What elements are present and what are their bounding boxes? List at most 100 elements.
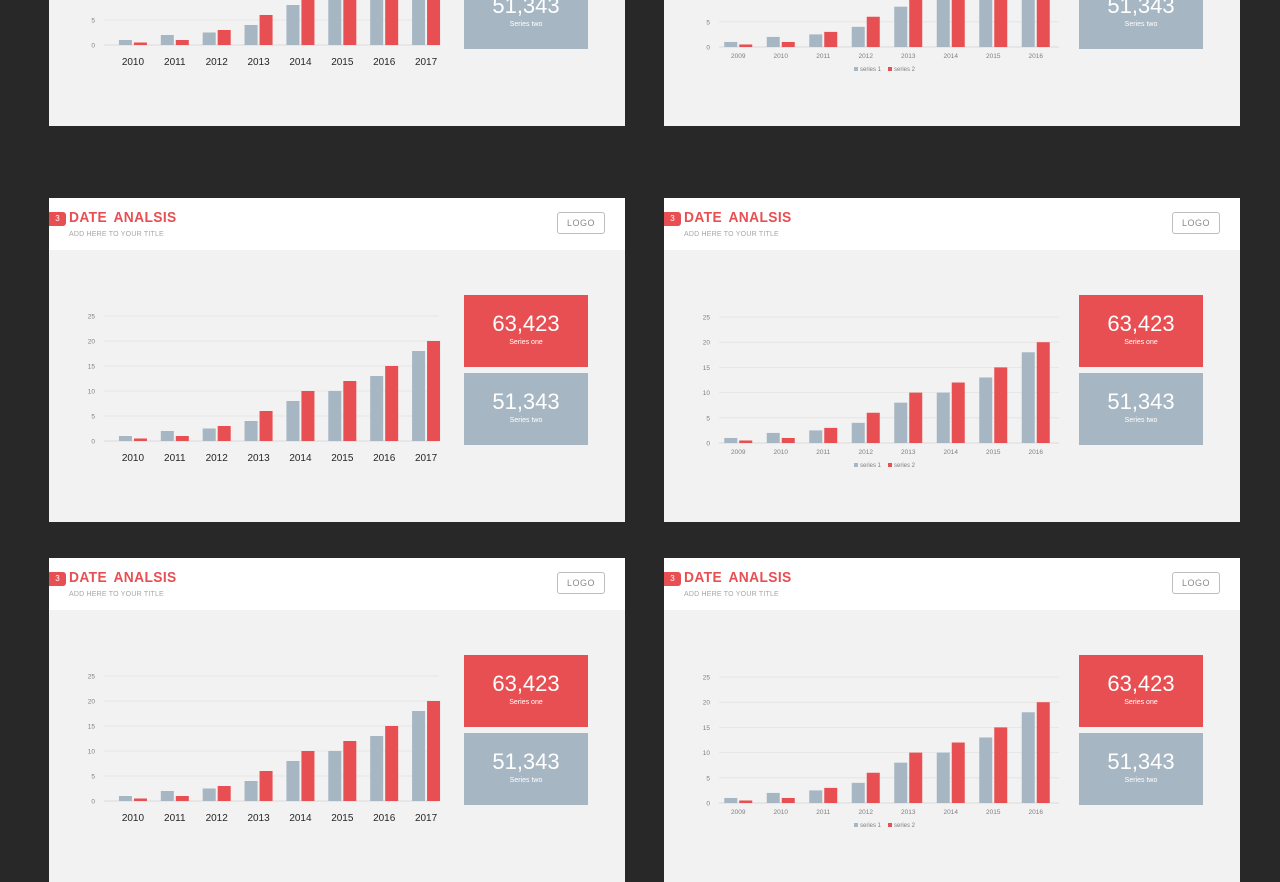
stat-value: 63,423 <box>492 671 560 696</box>
bar-series-2-2011 <box>175 436 189 441</box>
y-tick-label: 0 <box>706 45 710 52</box>
bar-series-2-2015 <box>343 741 357 801</box>
legend-label: series 2 <box>894 463 916 469</box>
bar-series-2-2013 <box>259 411 273 441</box>
x-tick-label: 2014 <box>289 453 312 464</box>
bar-chart: 0510152025200920102011201220132014201520… <box>703 0 1059 73</box>
y-tick-label: 5 <box>91 18 95 25</box>
bar-series-2-2011 <box>824 427 838 443</box>
stat-card-series-two: 51,343 Series two <box>1079 373 1203 445</box>
x-tick-label: 2013 <box>247 813 270 824</box>
x-tick-label: 2015 <box>986 53 1001 60</box>
bar-series-1-2011 <box>809 790 823 803</box>
bar-series-2-2015 <box>994 0 1008 47</box>
stat-value: 63,423 <box>492 311 560 336</box>
x-tick-label: 2011 <box>164 813 186 824</box>
bar-series-1-2014 <box>936 752 950 803</box>
slide-thumbnail[interactable]: 3 DATE ANALSIS ADD HERE TO YOUR TITLE LO… <box>49 558 625 882</box>
legend-label: series 1 <box>860 67 882 73</box>
slide-thumbnail[interactable]: 3 DATE ANALSIS ADD HERE TO YOUR TITLE LO… <box>664 198 1240 522</box>
x-tick-label: 2015 <box>331 57 354 68</box>
stat-value: 51,343 <box>492 0 560 18</box>
slide-header: 3 DATE ANALSIS ADD HERE TO YOUR TITLE LO… <box>664 198 1240 250</box>
bar-series-2-2010 <box>133 798 147 801</box>
bar-series-2-2014 <box>951 0 965 47</box>
slide-subtitle: ADD HERE TO YOUR TITLE <box>69 231 164 238</box>
bar-series-2-2011 <box>175 796 189 801</box>
y-tick-label: 20 <box>703 340 711 347</box>
bar-series-1-2016 <box>370 376 384 441</box>
stat-card-series-one: 63,423 Series one <box>464 655 588 727</box>
bar-series-2-2011 <box>824 31 838 47</box>
bar-series-2-2009 <box>739 44 753 47</box>
x-tick-label: 2012 <box>206 813 229 824</box>
bar-series-1-2015 <box>979 737 993 803</box>
slide-title: DATE ANALSIS <box>684 209 792 226</box>
y-tick-label: 5 <box>91 774 95 781</box>
bar-series-2-2016 <box>385 366 399 441</box>
bar-series-2-2011 <box>824 787 838 803</box>
x-tick-label: 2012 <box>859 809 874 816</box>
logo-placeholder: LOGO <box>1172 572 1220 594</box>
bar-series-1-2012 <box>851 782 865 803</box>
x-tick-label: 2009 <box>731 449 746 456</box>
bar-series-1-2015 <box>328 751 342 801</box>
stat-card-series-one: 63,423 Series one <box>1079 295 1203 367</box>
bar-series-1-2014 <box>286 5 300 45</box>
stat-card-series-two: 51,343 Series two <box>1079 733 1203 805</box>
y-tick-label: 5 <box>706 775 710 782</box>
bar-series-2-2010 <box>133 438 147 441</box>
bar-series-1-2010 <box>766 792 780 803</box>
y-tick-label: 15 <box>88 724 96 731</box>
legend-label: series 2 <box>894 823 916 829</box>
y-tick-label: 15 <box>703 725 711 732</box>
bar-series-1-2016 <box>1021 712 1035 803</box>
slide-thumbnail[interactable]: 3 DATE ANALSIS ADD HERE TO YOUR TITLE LO… <box>664 558 1240 882</box>
stat-label: Series one <box>509 339 543 346</box>
y-tick-label: 10 <box>88 749 96 756</box>
slide-thumbnail[interactable]: 3 DATE ANALSIS ADD HERE TO YOUR TITLE LO… <box>664 0 1240 126</box>
bar-series-2-2009 <box>739 440 753 443</box>
stat-value: 63,423 <box>1107 311 1175 336</box>
bar-series-1-2014 <box>286 761 300 801</box>
slide-title: DATE ANALSIS <box>684 569 792 586</box>
bar-series-1-2017 <box>412 0 426 45</box>
bar-series-1-2016 <box>370 736 384 801</box>
y-tick-label: 15 <box>703 365 711 372</box>
bar-chart: 0510152025201020112012201320142015201620… <box>91 0 441 68</box>
x-tick-label: 2010 <box>774 449 789 456</box>
bar-series-2-2009 <box>739 800 753 803</box>
x-tick-label: 2017 <box>415 453 438 464</box>
stat-label: Series one <box>509 699 543 706</box>
stat-label: Series two <box>509 777 543 784</box>
logo-placeholder: LOGO <box>557 572 605 594</box>
bar-series-1-2012 <box>202 788 216 801</box>
x-tick-label: 2012 <box>206 453 229 464</box>
bar-series-1-2014 <box>936 0 950 47</box>
bar-series-1-2011 <box>160 35 174 45</box>
bar-series-2-2010 <box>781 41 795 47</box>
bar-series-1-2010 <box>118 40 132 45</box>
legend-swatch <box>888 823 892 827</box>
y-tick-label: 5 <box>91 414 95 421</box>
bar-series-2-2012 <box>866 412 880 443</box>
slide-thumbnail[interactable]: 3 DATE ANALSIS ADD HERE TO YOUR TITLE LO… <box>49 198 625 522</box>
bar-series-2-2013 <box>909 392 923 443</box>
bar-series-2-2014 <box>301 391 315 441</box>
bar-series-1-2010 <box>766 36 780 47</box>
bar-series-1-2015 <box>328 0 342 45</box>
y-tick-label: 20 <box>88 339 96 346</box>
y-tick-label: 20 <box>703 700 711 707</box>
bar-series-2-2015 <box>343 0 357 45</box>
y-tick-label: 20 <box>88 699 96 706</box>
slide-thumbnail[interactable]: 3 DATE ANALSIS ADD HERE TO YOUR TITLE LO… <box>49 0 625 126</box>
x-tick-label: 2010 <box>122 813 145 824</box>
x-tick-label: 2017 <box>415 57 438 68</box>
bar-series-1-2013 <box>244 25 258 45</box>
y-tick-label: 5 <box>706 19 710 26</box>
bar-series-2-2015 <box>994 367 1008 443</box>
x-tick-label: 2015 <box>331 813 354 824</box>
bar-series-1-2015 <box>328 391 342 441</box>
bar-series-1-2012 <box>851 26 865 47</box>
